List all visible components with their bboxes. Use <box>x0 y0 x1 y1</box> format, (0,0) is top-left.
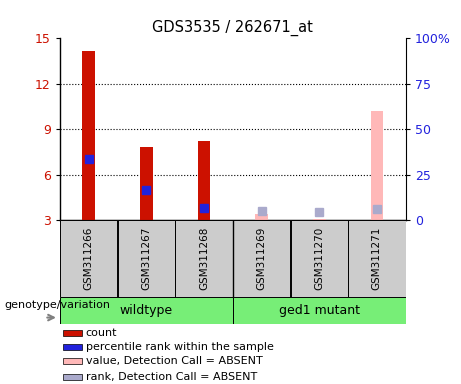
Bar <box>83 51 95 220</box>
Text: GSM311266: GSM311266 <box>84 227 94 290</box>
Text: count: count <box>86 328 118 338</box>
Text: percentile rank within the sample: percentile rank within the sample <box>86 342 274 352</box>
Bar <box>290 220 348 297</box>
Text: ged1 mutant: ged1 mutant <box>279 304 360 317</box>
Bar <box>233 297 406 324</box>
Bar <box>64 358 83 364</box>
Bar <box>118 220 175 297</box>
Bar <box>64 374 83 380</box>
Text: rank, Detection Call = ABSENT: rank, Detection Call = ABSENT <box>86 372 257 382</box>
Text: value, Detection Call = ABSENT: value, Detection Call = ABSENT <box>86 356 263 366</box>
Text: GSM311267: GSM311267 <box>142 227 151 290</box>
Bar <box>64 330 83 336</box>
Text: wildtype: wildtype <box>120 304 173 317</box>
Bar <box>64 344 83 350</box>
Bar <box>198 141 210 220</box>
Text: GSM311271: GSM311271 <box>372 227 382 290</box>
Title: GDS3535 / 262671_at: GDS3535 / 262671_at <box>153 20 313 36</box>
Bar <box>140 147 153 220</box>
Bar <box>313 218 325 220</box>
Text: GSM311270: GSM311270 <box>314 227 324 290</box>
Bar <box>60 220 118 297</box>
Bar <box>348 220 406 297</box>
Bar <box>60 297 233 324</box>
Text: GSM311269: GSM311269 <box>257 227 266 290</box>
Bar <box>175 220 233 297</box>
Bar <box>371 111 383 220</box>
Text: GSM311268: GSM311268 <box>199 227 209 290</box>
Text: genotype/variation: genotype/variation <box>5 300 111 310</box>
Bar <box>255 214 268 220</box>
Bar <box>233 220 290 297</box>
